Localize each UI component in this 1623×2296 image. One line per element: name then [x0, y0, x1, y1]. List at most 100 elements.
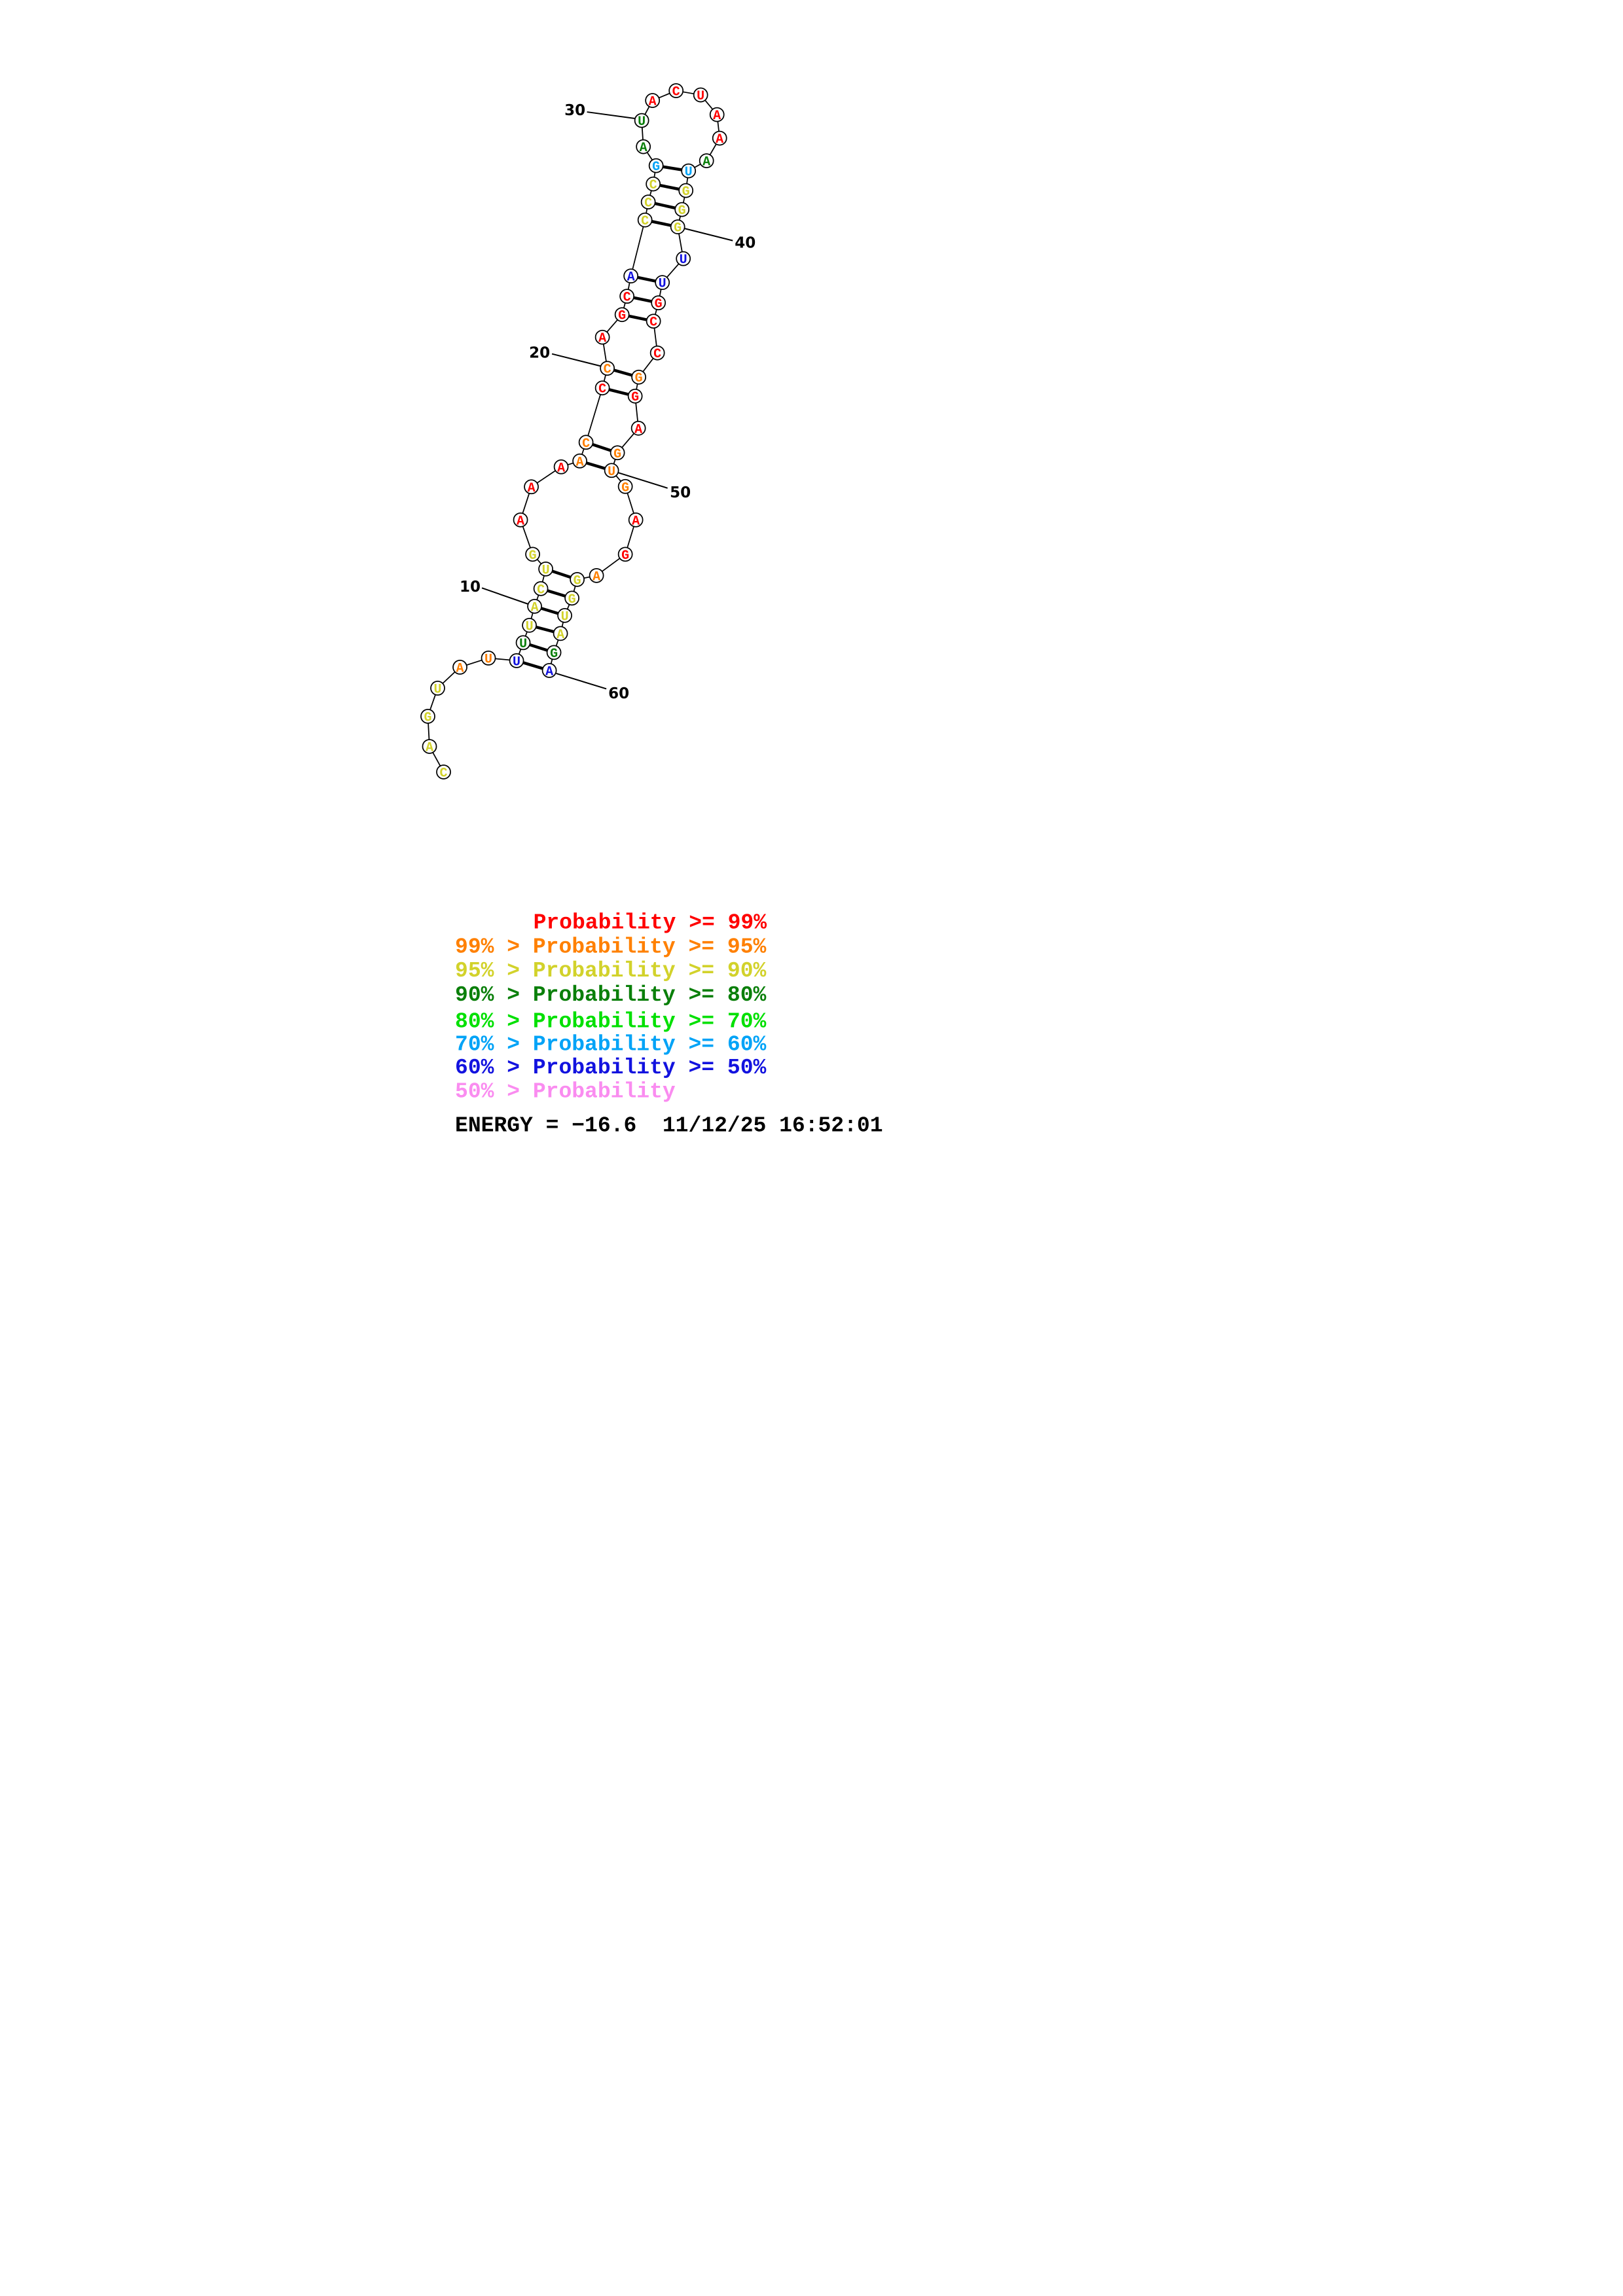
- nucleotide-letter: A: [556, 628, 564, 643]
- position-label-leader-line: [555, 672, 606, 690]
- nucleotide-circle: [589, 567, 604, 583]
- nucleotide-letter: A: [527, 481, 535, 496]
- nucleotide-letter: U: [433, 682, 441, 697]
- nucleotide-circle: [648, 158, 664, 173]
- nucleotide-letter: C: [439, 766, 447, 781]
- nucleotide-circle: [645, 176, 661, 192]
- position-label-leader-line: [617, 472, 668, 489]
- nucleotide-circle: [594, 329, 610, 345]
- nucleotide-circle: [623, 268, 638, 284]
- nucleotide-letter: C: [649, 178, 657, 193]
- nucleotide-circle: [675, 251, 691, 266]
- nucleotide-circle: [640, 194, 656, 210]
- nucleotide-letter: A: [639, 141, 647, 156]
- nucleotide-letter: G: [652, 160, 660, 175]
- nucleotide-circle: [422, 739, 437, 754]
- nucleotide-circle: [604, 463, 619, 478]
- nucleotide-letter: A: [426, 740, 433, 755]
- position-label: 40: [735, 235, 756, 252]
- backbone-bond: [630, 219, 646, 276]
- nucleotide-circle: [599, 361, 615, 376]
- nucleotide-letter: G: [674, 221, 682, 236]
- nucleotide-letter: A: [627, 270, 634, 285]
- nucleotide-letter: G: [631, 390, 639, 405]
- nucleotide-letter: U: [638, 115, 646, 130]
- nucleotide-circle: [521, 618, 537, 633]
- legend-line-7: 60% > Probability >= 50%: [455, 1056, 766, 1080]
- nucleotide-circle: [674, 202, 689, 217]
- nucleotide-circle: [513, 512, 528, 528]
- nucleotide-letter: A: [716, 132, 723, 147]
- nucleotide-circle: [678, 183, 693, 198]
- nucleotide-circle: [709, 107, 725, 122]
- position-label: 30: [564, 102, 585, 119]
- nucleotide-circle: [617, 478, 633, 494]
- nucleotide-letter: A: [575, 455, 583, 470]
- nucleotide-letter: G: [550, 647, 558, 662]
- nucleotide-circle: [644, 93, 660, 108]
- nucleotide-circle: [614, 307, 630, 323]
- nucleotide-letter: U: [519, 637, 527, 652]
- nucleotide-letter: U: [679, 253, 687, 268]
- nucleotide-circle: [654, 275, 670, 291]
- nucleotide-letter: G: [621, 548, 629, 564]
- nucleotide-letter: U: [658, 277, 666, 292]
- nucleotide-letter: G: [682, 185, 689, 200]
- nucleotide-circle: [569, 571, 585, 587]
- nucleotide-circle: [650, 295, 666, 311]
- position-label-leader-line: [586, 111, 636, 120]
- nucleotide-letter: C: [641, 214, 649, 229]
- nucleotide-circle: [649, 345, 665, 361]
- rna-structure-page: 10 20 30 40 50 60 C A G U A U U U U A C U G A A A A C C C A G C A C C C G…: [405, 0, 1218, 1149]
- nucleotide-circle: [630, 420, 646, 436]
- nucleotide-letter: C: [649, 315, 657, 331]
- position-label: 60: [608, 685, 629, 702]
- nucleotide-letter: A: [648, 95, 656, 110]
- nucleotide-letter: G: [618, 309, 626, 324]
- energy-line: ENERGY = −16.6 11/12/25 16:52:01: [455, 1114, 883, 1138]
- nucleotide-letter: A: [702, 155, 710, 170]
- nucleotide-letter: A: [530, 600, 538, 615]
- nucleotide-circle: [627, 388, 643, 404]
- position-label-leader-line: [551, 353, 600, 367]
- nucleotide-circle: [553, 626, 568, 641]
- nucleotide-circle: [594, 380, 610, 396]
- nucleotide-letter: C: [598, 382, 606, 397]
- nucleotide-letter: A: [634, 422, 642, 437]
- nucleotide-circle: [699, 153, 714, 168]
- nucleotide-circle: [435, 764, 451, 780]
- nucleotide-circle: [533, 581, 548, 596]
- nucleotide-circle: [634, 113, 649, 128]
- nucleotide-circle: [452, 660, 467, 675]
- nucleotide-circle: [619, 289, 634, 304]
- nucleotide-letter: U: [484, 652, 492, 667]
- nucleotide-letter: C: [644, 196, 652, 211]
- nucleotide-letter: A: [517, 514, 524, 529]
- nucleotide-letter: C: [603, 363, 611, 378]
- nucleotide-letter: G: [573, 573, 581, 588]
- nucleotide-letter: U: [560, 609, 568, 624]
- nucleotide-letter: C: [623, 291, 630, 306]
- nucleotide-circle: [553, 459, 568, 475]
- position-label: 50: [670, 484, 691, 501]
- nucleotide-letter: G: [654, 297, 662, 312]
- legend-line-3: 95% > Probability >= 90%: [455, 959, 766, 983]
- legend-line-8: 50% > Probability: [455, 1080, 676, 1104]
- nucleotide-letter: C: [582, 437, 590, 452]
- nucleotide-circle: [610, 445, 625, 461]
- nucleotide-circle: [712, 130, 727, 146]
- nucleotide-letter: G: [528, 548, 536, 564]
- nucleotide-circle: [617, 547, 633, 562]
- nucleotide-letter: A: [456, 661, 464, 676]
- nucleotide-letter: A: [593, 569, 600, 584]
- legend-line-4: 90% > Probability >= 80%: [455, 983, 766, 1007]
- nucleotide-letter: U: [608, 465, 615, 480]
- nucleotide-letter: G: [424, 710, 431, 725]
- nucleotide-letter: U: [513, 655, 520, 670]
- nucleotide-circle: [635, 139, 651, 154]
- nucleotide-circle: [572, 453, 587, 469]
- nucleotide-circle: [578, 435, 593, 450]
- nucleotide-circle: [693, 87, 708, 103]
- nucleotide-letter: G: [634, 371, 642, 386]
